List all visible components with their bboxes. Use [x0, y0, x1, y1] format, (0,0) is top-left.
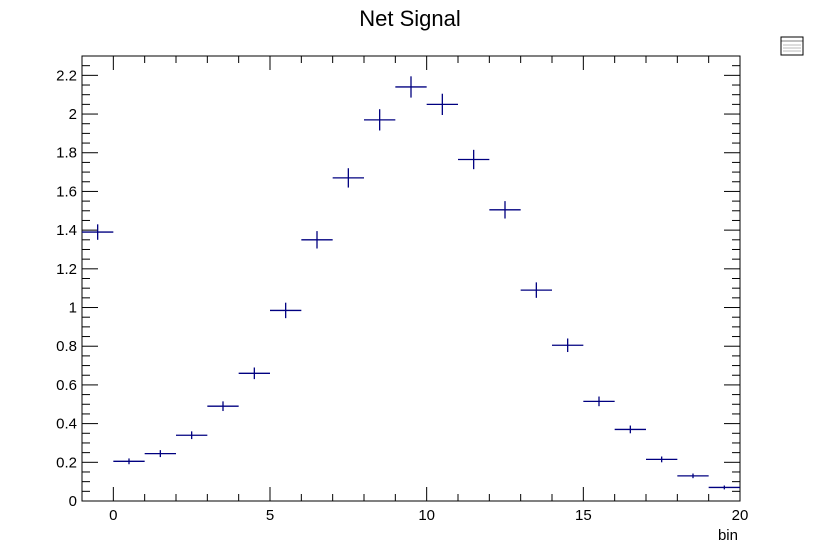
x-tick-label: 15 [575, 507, 592, 524]
data-point [144, 450, 176, 458]
data-point [489, 201, 521, 219]
x-tick-label: 0 [109, 507, 117, 524]
data-points [82, 76, 740, 490]
y-tick-label: 0.6 [56, 377, 77, 394]
data-point [614, 425, 646, 434]
x-tick-label: 5 [266, 507, 274, 524]
x-tick-label: 20 [732, 507, 749, 524]
data-point [301, 231, 333, 249]
data-point [520, 282, 552, 298]
y-tick-label: 1.8 [56, 145, 77, 162]
data-point [332, 168, 364, 188]
y-tick-label: 1.2 [56, 261, 77, 278]
y-tick-label: 0 [69, 493, 77, 510]
y-tick-label: 1.6 [56, 183, 77, 200]
data-point [583, 396, 615, 407]
stats-box [780, 36, 804, 56]
data-point [426, 93, 458, 116]
y-tick-label: 0.2 [56, 454, 77, 471]
data-point [364, 109, 396, 131]
data-point [458, 149, 490, 170]
y-axis: 0 0.2 0.4 0.6 0.8 1 1.2 1.4 1.6 1.8 2 2.2 [56, 55, 740, 510]
y-tick-label: 1.4 [56, 222, 77, 239]
y-tick-label: 0.4 [56, 416, 77, 433]
plot-frame [81, 55, 741, 502]
data-point [113, 458, 145, 465]
y-tick-label: 1 [69, 300, 77, 317]
data-point [207, 401, 239, 412]
data-point [270, 302, 302, 319]
data-point [395, 76, 427, 98]
data-point [238, 367, 270, 380]
data-point [708, 485, 740, 490]
y-tick-label: 2 [69, 106, 77, 123]
x-axis-label: bin [718, 527, 738, 544]
x-axis: 0 5 10 15 20 [81, 56, 749, 524]
data-point [677, 473, 709, 479]
data-point [552, 338, 584, 353]
x-tick-label: 10 [418, 507, 435, 524]
y-tick-label: 0.8 [56, 338, 77, 355]
data-point [82, 224, 114, 240]
chart-title: Net Signal [359, 6, 461, 31]
y-tick-label: 2.2 [56, 67, 77, 84]
data-point [176, 431, 208, 440]
data-point [646, 456, 678, 463]
